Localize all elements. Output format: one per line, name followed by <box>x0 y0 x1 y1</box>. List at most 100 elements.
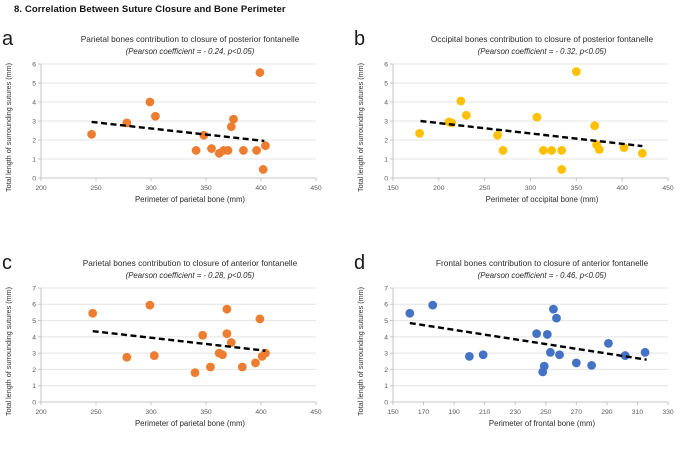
data-point <box>539 361 549 371</box>
data-point <box>571 358 581 367</box>
y-tick-label: 6 <box>32 301 36 308</box>
y-tick-label: 0 <box>384 399 388 406</box>
chart-title: Occipital bones contribution to closure … <box>430 34 654 44</box>
data-point <box>239 145 248 155</box>
x-tick-label: 400 <box>616 185 628 192</box>
trend-line <box>92 329 266 352</box>
trend-line <box>409 321 647 361</box>
data-point <box>222 328 232 338</box>
data-point <box>145 300 155 309</box>
data-point <box>549 304 558 314</box>
chart-title: Frontal bones contribution to closure of… <box>435 258 649 268</box>
y-tick-label: 2 <box>32 366 36 373</box>
x-tick-label: 400 <box>255 409 267 416</box>
x-tick-label: 300 <box>145 409 157 416</box>
y-tick-label: 6 <box>32 61 36 68</box>
data-point <box>199 130 209 140</box>
x-tick-label: 150 <box>387 185 399 192</box>
panel-c: c Parietal bones contribution to closure… <box>2 250 342 450</box>
data-point <box>594 144 604 154</box>
data-point <box>619 142 629 152</box>
data-point <box>237 362 247 371</box>
x-tick-label: 350 <box>571 185 583 192</box>
data-point <box>252 145 261 155</box>
data-point <box>198 330 208 340</box>
chart-subtitle: (Pearson coefficient = - 0.28, p<0.05) <box>125 270 255 280</box>
panel-a: a Parietal bones contribution to closure… <box>2 26 342 226</box>
x-tick-label: 270 <box>571 409 583 416</box>
data-point <box>190 367 200 377</box>
x-tick-label: 450 <box>310 185 322 192</box>
chart-subtitle: (Pearson coefficient = - 0.46, p<0.05) <box>477 270 607 280</box>
data-point <box>207 143 216 153</box>
x-axis-title: Perimeter of parietal bone (mm) <box>134 194 246 204</box>
x-tick-label: 230 <box>510 409 522 416</box>
x-tick-label: 330 <box>662 409 674 416</box>
y-tick-label: 3 <box>384 350 388 357</box>
data-point <box>206 362 215 371</box>
x-tick-label: 250 <box>90 409 102 416</box>
data-point <box>464 351 474 361</box>
y-tick-label: 4 <box>32 334 36 341</box>
y-tick-label: 3 <box>32 118 36 125</box>
x-tick-label: 290 <box>601 409 613 416</box>
scatter-plot-d: 0 1 2 3 4 5 6 7 150 170 190 210 230 250 270 290 310 330 <box>384 285 674 416</box>
y-tick-label: 0 <box>32 399 36 406</box>
x-axis-title: Perimeter of frontal bone (mm) <box>488 418 596 428</box>
x-tick-label: 170 <box>418 409 430 416</box>
y-tick-label: 5 <box>384 317 388 324</box>
y-axis-title: Total length of surrounding sutures (mm) <box>356 61 365 192</box>
data-point <box>447 118 457 127</box>
data-point <box>545 347 555 357</box>
scatter-plot-c: 0 1 2 3 4 5 6 7 200 250 300 350 400 450 <box>32 285 322 416</box>
chart-title: Parietal bones contribution to closure o… <box>82 258 298 268</box>
trend-line <box>91 120 265 142</box>
panel-b: b Occipital bones contribution to closur… <box>354 26 685 226</box>
x-tick-label: 310 <box>632 409 644 416</box>
data-point <box>258 164 268 174</box>
y-tick-label: 4 <box>384 99 388 106</box>
data-point <box>555 349 564 359</box>
x-axis-title: Perimeter of occipital bone (mm) <box>485 194 599 204</box>
chart-subtitle: (Pearson coefficient = - 0.24, p<0.05) <box>125 46 255 56</box>
data-point <box>456 96 466 105</box>
scatter-plot-b: 0 1 2 3 4 5 6 150 200 250 300 350 400 450 <box>384 61 674 192</box>
data-point <box>571 66 581 76</box>
data-point <box>547 145 556 155</box>
data-point <box>557 145 567 155</box>
y-tick-label: 7 <box>384 285 388 292</box>
data-point <box>122 352 132 362</box>
figure-title: 8. Correlation Between Suture Closure an… <box>14 4 286 15</box>
data-point <box>405 308 415 318</box>
panel-letter-a: a <box>2 28 14 50</box>
x-tick-label: 190 <box>448 409 460 416</box>
data-point <box>604 338 613 348</box>
x-tick-label: 450 <box>662 185 674 192</box>
y-tick-label: 6 <box>384 301 388 308</box>
y-tick-label: 2 <box>384 137 388 144</box>
y-tick-label: 5 <box>384 80 388 87</box>
data-point <box>498 145 508 155</box>
x-tick-label: 350 <box>200 185 212 192</box>
trend-line <box>420 119 643 147</box>
y-tick-label: 3 <box>384 118 388 125</box>
y-tick-label: 5 <box>32 317 36 324</box>
chart-subtitle: (Pearson coefficient = - 0.32, p<0.05) <box>477 46 607 56</box>
data-point <box>590 120 600 130</box>
data-point <box>587 360 597 370</box>
data-point <box>223 145 233 155</box>
x-tick-label: 210 <box>479 409 491 416</box>
x-tick-label: 200 <box>433 185 445 192</box>
panel-letter-d: d <box>354 252 366 274</box>
data-point <box>145 97 155 106</box>
data-point <box>415 128 424 138</box>
data-point <box>226 121 236 131</box>
x-tick-label: 300 <box>145 185 157 192</box>
x-tick-label: 450 <box>310 409 322 416</box>
x-tick-label: 350 <box>200 409 212 416</box>
data-point <box>640 347 650 357</box>
panel-letter-b: b <box>354 28 366 50</box>
y-axis-title: Total length of surrounding sutures (mm) <box>356 285 365 416</box>
data-point <box>149 350 159 360</box>
y-tick-label: 3 <box>32 350 36 357</box>
